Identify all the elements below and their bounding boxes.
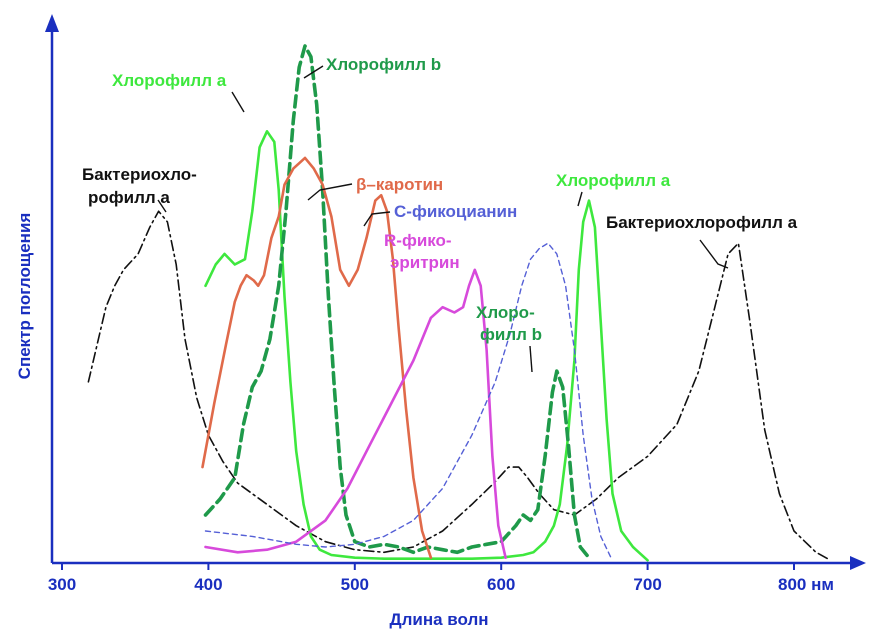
x-tick-label-400: 400 bbox=[194, 575, 222, 594]
y-axis-arrow-icon bbox=[45, 14, 59, 32]
leader-chlorophyll-b-1 bbox=[303, 65, 324, 79]
series-line-3-каротин bbox=[201, 156, 433, 559]
leader-bacteriochlorophyll-a-1 bbox=[157, 199, 167, 213]
label-chlorophyll-a-2: Хлорофилл а bbox=[556, 171, 671, 190]
x-tick-label-600: 600 bbox=[487, 575, 515, 594]
leader-chlorophyll-b-2 bbox=[529, 345, 533, 373]
y-axis-title: Спектр поглощения bbox=[15, 213, 34, 380]
leader-chlorophyll-a-1 bbox=[231, 91, 245, 113]
label-beta-carotene: β–каротин bbox=[356, 175, 443, 194]
label-bacteriochlorophyll-a-1-line2: рофилл а bbox=[88, 188, 170, 207]
x-tick-label-700: 700 bbox=[633, 575, 661, 594]
leader-lines-group bbox=[157, 65, 729, 373]
x-ticks-group: 300 400 500 600 700 800 нм bbox=[48, 563, 834, 594]
label-bacteriochlorophyll-a-2: Бактериохлорофилл а bbox=[606, 213, 798, 232]
leader-beta-carotene bbox=[307, 183, 353, 201]
label-r-phycoerythrin-line2: эритрин bbox=[390, 253, 460, 272]
curve-labels-group: Хлорофилл а Хлорофилл b Бактериохло- роф… bbox=[82, 55, 798, 344]
label-c-phycocyanin: С-фикоцианин bbox=[394, 202, 517, 221]
curves-group bbox=[87, 44, 832, 562]
series-line-1-хлорофилл-а bbox=[204, 130, 649, 562]
leader-chlorophyll-a-2 bbox=[577, 191, 583, 207]
label-chlorophyll-a-1: Хлорофилл а bbox=[112, 71, 227, 90]
label-r-phycoerythrin-line1: R-фико- bbox=[384, 231, 452, 250]
series-line-5-с-фикоцианин bbox=[204, 242, 612, 559]
label-bacteriochlorophyll-a-1-line1: Бактериохло- bbox=[82, 165, 197, 184]
series-line-0-бактериохлорофилл-а bbox=[87, 210, 832, 562]
x-tick-label-500: 500 bbox=[341, 575, 369, 594]
label-chlorophyll-b-2-line2: филл b bbox=[480, 325, 542, 344]
label-chlorophyll-b-2-line1: Хлоро- bbox=[476, 303, 535, 322]
x-tick-label-800: 800 нм bbox=[778, 575, 834, 594]
x-axis-arrow-icon bbox=[850, 556, 866, 570]
x-tick-label-300: 300 bbox=[48, 575, 76, 594]
axes-group bbox=[45, 14, 866, 570]
series-line-4-r-фико-эритрин bbox=[204, 268, 507, 559]
label-chlorophyll-b-1: Хлорофилл b bbox=[326, 55, 441, 74]
x-axis-title: Длина волн bbox=[389, 610, 488, 629]
leader-c-phycocyanin bbox=[363, 211, 391, 227]
leader-bacteriochlorophyll-a-2 bbox=[699, 239, 729, 269]
series-line-2-хлорофилл-b bbox=[203, 44, 591, 560]
